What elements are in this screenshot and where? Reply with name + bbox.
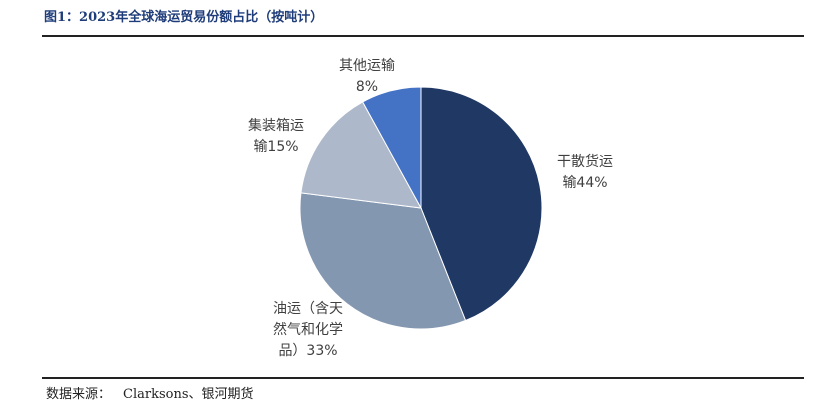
slice-label-1: 干散货运输44% (557, 153, 613, 191)
source-label: 数据来源： (46, 387, 112, 402)
slice-label-2: 油运（含天然气和化学品）33% (273, 301, 343, 359)
source-text: Clarksons、银河期货 (123, 387, 254, 402)
slice-label-line: 干散货运 (557, 153, 613, 170)
slice-label-3: 集装箱运输15% (248, 117, 304, 155)
slice-label-4: 其他运输 8% (339, 58, 395, 95)
top-rule (42, 35, 804, 37)
bottom-rule (42, 377, 804, 379)
pie-slices (299, 86, 543, 330)
pie-slice-4 (362, 86, 422, 209)
slice-label-line: 集装箱运 (248, 117, 304, 134)
pie-slice-1 (420, 86, 543, 322)
pie-slice-2 (299, 192, 467, 330)
slice-label-line: 油运（含天 (273, 301, 343, 317)
pie-labels: 干散货运输44% 油运（含天然气和化学品）33% 集装箱运输15% 其他运输 8% (248, 58, 613, 359)
slice-label-line: 其他运输 (339, 58, 395, 74)
source-note: 数据来源： Clarksons、银河期货 (46, 383, 254, 402)
slice-label-line: 8% (356, 79, 378, 95)
slice-label-line: 品）33% (278, 343, 337, 359)
slice-label-line: 然气和化学 (273, 321, 343, 338)
slice-label-line: 输44% (562, 175, 607, 191)
slice-label-line: 输15% (253, 139, 298, 155)
figure-title: 图1：2023年全球海运贸易份额占比（按吨计） (44, 10, 324, 25)
pie-slice-3 (300, 101, 422, 209)
